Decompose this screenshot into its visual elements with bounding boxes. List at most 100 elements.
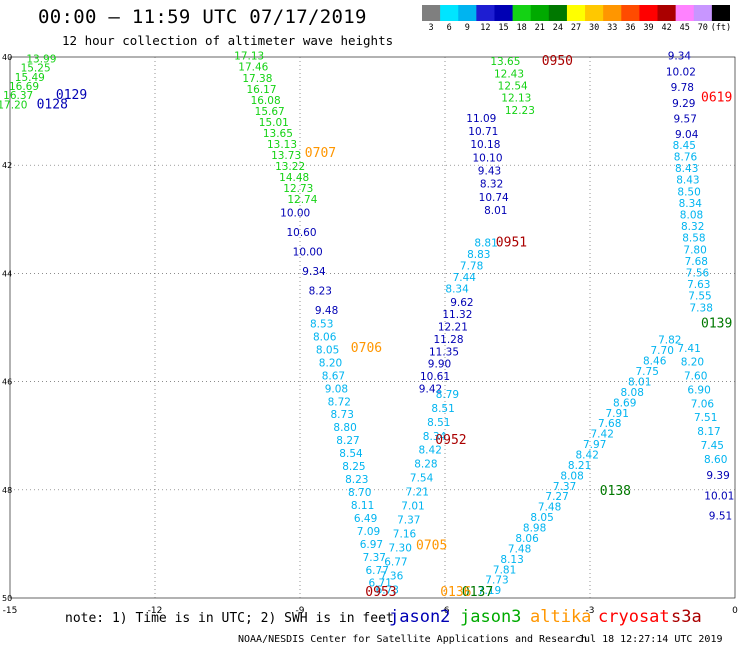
wave-height-value: 8.25 bbox=[342, 461, 365, 473]
wave-height-value: 13.73 bbox=[271, 150, 301, 162]
color-scale-label: 6 bbox=[446, 23, 452, 33]
wave-height-value: 7.37 bbox=[553, 481, 576, 493]
wave-height-value: 10.71 bbox=[468, 126, 498, 138]
wave-height-value: 8.06 bbox=[515, 533, 539, 545]
wave-height-value: 7.91 bbox=[606, 408, 629, 420]
wave-height-value: 8.08 bbox=[680, 210, 703, 222]
y-tick-label: 40 bbox=[2, 53, 12, 62]
wave-height-value: 7.75 bbox=[636, 366, 659, 378]
wave-height-value: 8.83 bbox=[467, 249, 490, 261]
wave-height-value: 9.34 bbox=[302, 266, 326, 278]
wave-height-value: 7.97 bbox=[583, 439, 606, 451]
color-swatch bbox=[422, 5, 441, 21]
wave-height-value: 9.39 bbox=[706, 470, 729, 482]
wave-height-value: 16.08 bbox=[251, 95, 281, 107]
y-tick-label: 46 bbox=[2, 378, 12, 387]
wave-height-value: 9.48 bbox=[315, 305, 338, 317]
wave-height-value: 13.65 bbox=[263, 128, 293, 140]
color-scale-labels: 3 6 9 12 15 18 21 24 27 30 33 36 39 42 45 70 (ft) bbox=[422, 23, 732, 35]
color-scale-label: 36 bbox=[625, 23, 636, 33]
wave-height-value: 7.68 bbox=[598, 418, 621, 430]
y-tick-label: 48 bbox=[2, 486, 12, 495]
wave-height-value: 12.54 bbox=[498, 81, 528, 93]
wave-height-value: 10.00 bbox=[280, 208, 310, 220]
wave-height-value: 9.90 bbox=[428, 359, 451, 371]
pass-time-label: 0951 bbox=[496, 235, 527, 250]
credit-text: NOAA/NESDIS Center for Satellite Applica… bbox=[238, 634, 588, 645]
wave-height-value: 7.78 bbox=[460, 260, 483, 272]
wave-height-value: 8.76 bbox=[674, 152, 698, 164]
wave-height-value: 8.13 bbox=[500, 554, 523, 566]
wave-height-value: 8.51 bbox=[427, 417, 450, 429]
wave-height-value: 8.08 bbox=[621, 387, 644, 399]
color-scale-label: 27 bbox=[570, 23, 582, 33]
wave-height-value: 11.09 bbox=[466, 113, 496, 125]
wave-height-value: 7.51 bbox=[694, 412, 717, 424]
x-tick-label: -12 bbox=[148, 606, 163, 616]
wave-height-value: 13.65 bbox=[490, 56, 520, 68]
wave-height-value: 6.90 bbox=[687, 384, 710, 396]
legend-item: cryosat bbox=[598, 607, 670, 627]
wave-height-value: 9.62 bbox=[450, 297, 473, 309]
wave-height-value: 8.08 bbox=[560, 470, 583, 482]
wave-height-value: 8.58 bbox=[682, 233, 705, 245]
color-scale-label: 39 bbox=[643, 23, 654, 33]
wave-height-value: 6.77 bbox=[384, 557, 407, 569]
wave-height-value: 11.35 bbox=[429, 346, 459, 358]
wave-height-value: 7.16 bbox=[393, 529, 417, 541]
wave-height-value: 14.48 bbox=[279, 172, 309, 184]
color-scale-label: 30 bbox=[588, 23, 600, 33]
wave-height-value: 8.73 bbox=[331, 409, 354, 421]
wave-height-value: 7.68 bbox=[685, 256, 708, 268]
wave-height-value: 6.73 bbox=[376, 585, 399, 597]
wave-height-value: 7.19 bbox=[478, 585, 501, 597]
wave-height-value: 8.81 bbox=[474, 237, 497, 249]
color-scale-label: 3 bbox=[428, 23, 434, 33]
color-scale-label: 45 bbox=[679, 23, 690, 33]
legend-item: jason2 bbox=[389, 607, 451, 627]
wave-height-value: 10.01 bbox=[704, 490, 734, 502]
wave-height-value: 8.21 bbox=[568, 460, 591, 472]
pass-time-label: 0707 bbox=[305, 146, 336, 161]
wave-height-value: 8.53 bbox=[310, 319, 333, 331]
wave-height-value: 8.34 bbox=[445, 283, 469, 295]
wave-height-value: 6.49 bbox=[354, 513, 377, 525]
wave-height-value: 8.42 bbox=[419, 445, 442, 457]
wave-height-value: 13.22 bbox=[275, 161, 305, 173]
wave-height-value: 7.45 bbox=[701, 440, 724, 452]
color-scale-label: (ft) bbox=[710, 23, 732, 33]
wave-height-value: 7.56 bbox=[686, 268, 710, 280]
wave-height-value: 7.80 bbox=[683, 244, 706, 256]
wave-height-value: 9.43 bbox=[478, 166, 501, 178]
wave-height-value: 8.01 bbox=[628, 377, 651, 389]
wave-height-value: 8.23 bbox=[309, 286, 332, 298]
wave-height-value: 7.09 bbox=[357, 526, 380, 538]
wave-height-value: 6.77 bbox=[366, 565, 389, 577]
wave-height-value: 10.00 bbox=[293, 247, 323, 259]
wave-height-value: 7.82 bbox=[658, 335, 681, 347]
note-text: note: 1) Time is in UTC; 2) SWH is in fe… bbox=[65, 611, 394, 626]
pass-time-label: 0136 bbox=[440, 585, 471, 600]
pass-time-label: 0619 bbox=[701, 90, 732, 105]
color-swatch bbox=[693, 5, 713, 21]
wave-height-value: 8.20 bbox=[681, 357, 704, 369]
color-swatch bbox=[675, 5, 695, 21]
wave-height-value: 15.49 bbox=[15, 72, 45, 84]
pass-time-label: 0139 bbox=[701, 317, 732, 332]
wave-height-value: 9.29 bbox=[672, 98, 695, 110]
x-tick-label: -9 bbox=[296, 606, 305, 616]
wave-height-value: 12.43 bbox=[494, 68, 524, 80]
wave-height-value: 8.60 bbox=[704, 454, 727, 466]
color-swatch bbox=[639, 5, 659, 21]
wave-height-value: 8.05 bbox=[530, 512, 553, 524]
color-scale-label: 18 bbox=[516, 23, 527, 33]
color-scale-label: 9 bbox=[464, 23, 470, 33]
wave-height-value: 7.21 bbox=[406, 487, 429, 499]
wave-height-value: 8.67 bbox=[322, 370, 345, 382]
color-swatch bbox=[440, 5, 459, 21]
color-swatch bbox=[494, 5, 514, 21]
color-swatch bbox=[548, 5, 568, 21]
wave-height-value: 11.32 bbox=[442, 309, 472, 321]
wave-height-value: 8.23 bbox=[345, 474, 368, 486]
